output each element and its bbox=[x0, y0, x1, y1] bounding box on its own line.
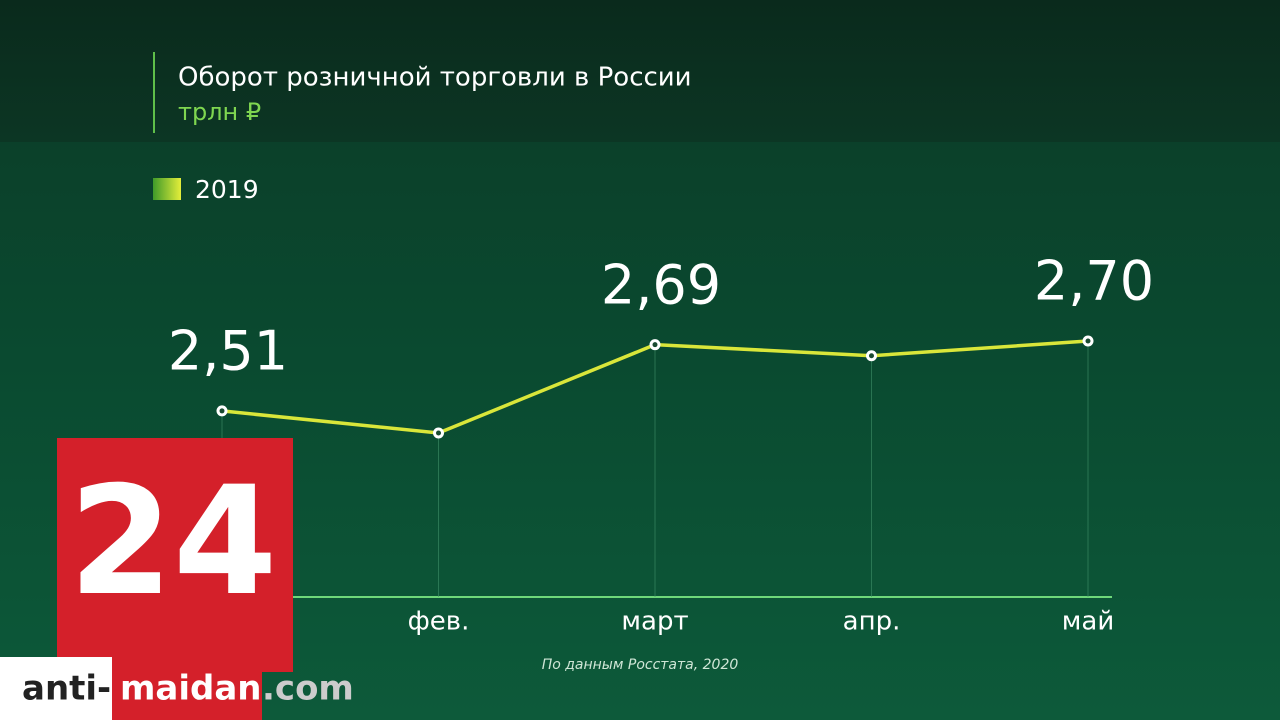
data-point-center bbox=[869, 353, 874, 359]
watermark-box bbox=[112, 657, 262, 720]
watermark: .com bbox=[262, 669, 354, 709]
watermark: maidan bbox=[120, 669, 262, 709]
plot: 2,51 2,69 2,70 фев. март апр. май bbox=[168, 250, 1154, 637]
logo-box bbox=[57, 438, 293, 672]
x-tick-label: фев. bbox=[408, 607, 470, 637]
chart-subtitle: трлн ₽ bbox=[178, 98, 261, 126]
data-point-center bbox=[436, 430, 441, 436]
x-tick-label: март bbox=[621, 607, 688, 637]
data-point-center bbox=[652, 342, 658, 348]
header-band bbox=[0, 0, 1280, 142]
watermark: anti- bbox=[22, 669, 111, 709]
data-point-center bbox=[1085, 338, 1091, 344]
legend-swatch bbox=[153, 178, 181, 200]
data-label: 2,69 bbox=[601, 253, 721, 316]
data-label: 2,70 bbox=[1034, 250, 1154, 313]
x-tick-label: май bbox=[1062, 607, 1114, 637]
legend-label: 2019 bbox=[195, 175, 259, 204]
watermark-box bbox=[0, 657, 112, 720]
logo-text: 24 bbox=[69, 455, 278, 629]
data-label: 2,51 bbox=[168, 320, 288, 383]
data-point-center bbox=[219, 408, 225, 414]
x-tick-label: апр. bbox=[843, 607, 901, 637]
source: По данным Росстата, 2020 bbox=[542, 657, 739, 673]
chart-title: Оборот розничной торговли в России bbox=[178, 63, 692, 93]
